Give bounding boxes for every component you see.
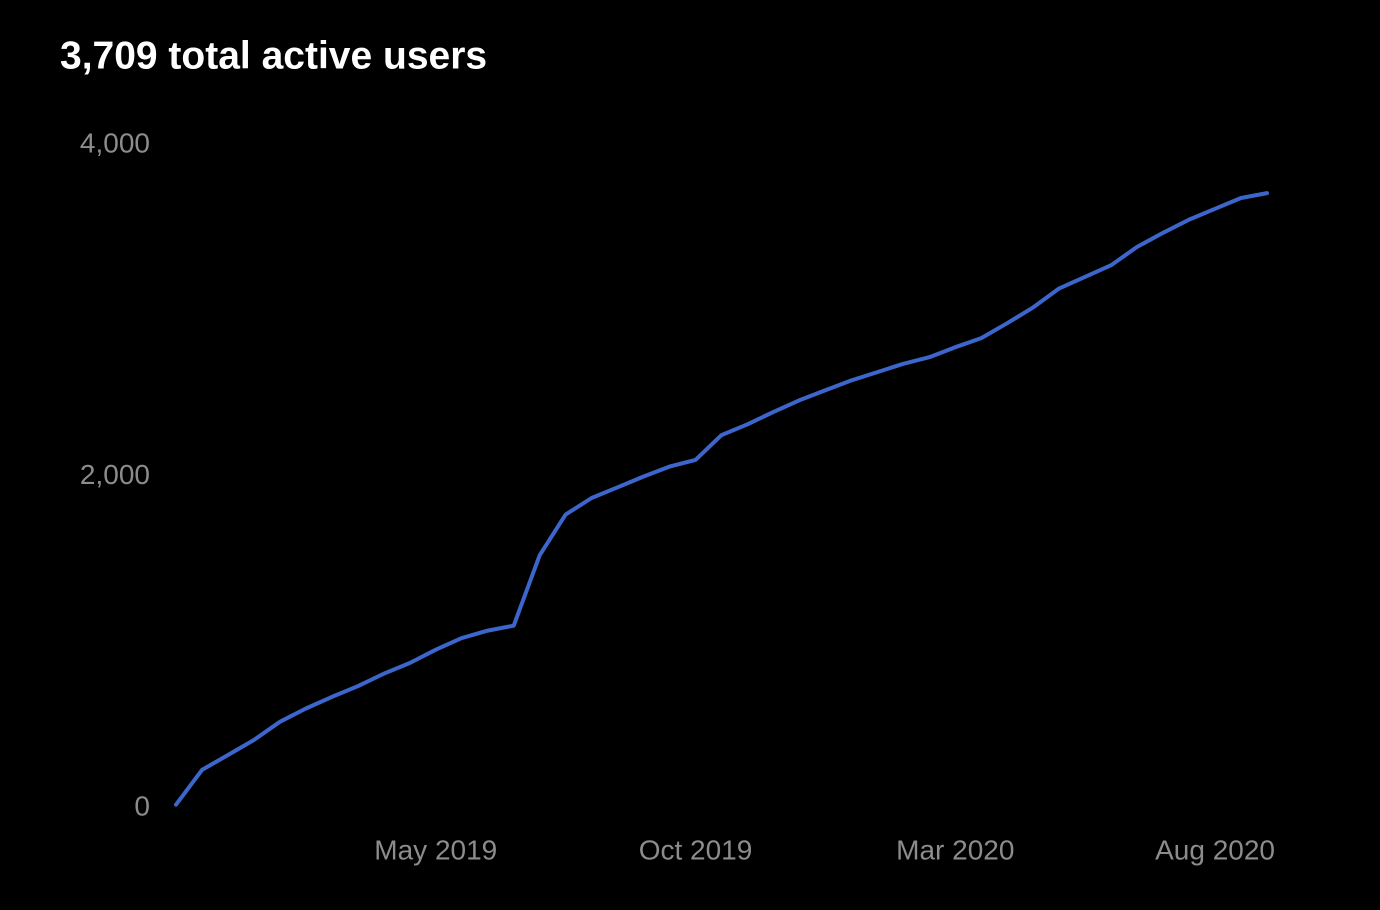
- chart-title: 3,709 total active users: [60, 34, 487, 77]
- x-tick-label: May 2019: [374, 834, 497, 865]
- y-tick-label: 2,000: [80, 459, 150, 490]
- x-tick-label: Mar 2020: [896, 834, 1014, 865]
- line-series: [174, 191, 1269, 807]
- x-tick-label: Aug 2020: [1155, 834, 1275, 865]
- y-tick-label: 4,000: [80, 127, 150, 158]
- y-tick-label: 0: [134, 790, 150, 821]
- x-tick-label: Oct 2019: [639, 834, 753, 865]
